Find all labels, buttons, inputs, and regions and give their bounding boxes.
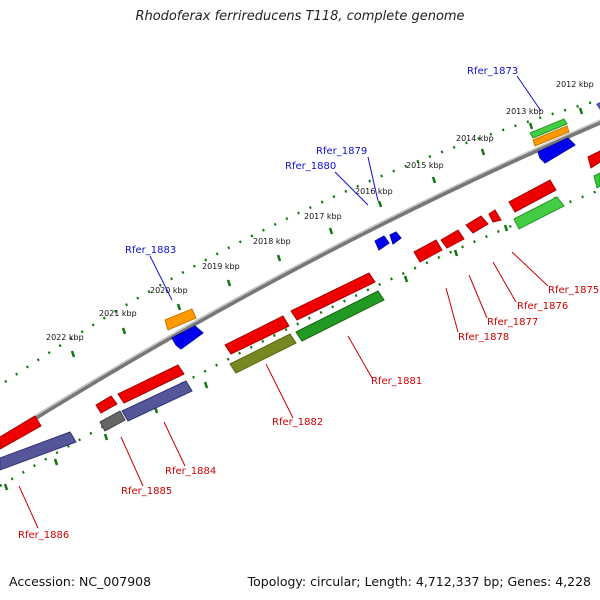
gene-block[interactable] bbox=[224, 315, 290, 355]
gene-block[interactable] bbox=[164, 308, 197, 331]
topology-summary: Topology: circular; Length: 4,712,337 bp… bbox=[247, 574, 591, 589]
gene-block[interactable] bbox=[465, 215, 489, 234]
gene-block[interactable] bbox=[374, 235, 390, 251]
kbp-label: 2020 kbp bbox=[150, 286, 188, 295]
gene-block[interactable] bbox=[513, 196, 565, 230]
gene-block[interactable] bbox=[532, 125, 570, 147]
scale-track-outer bbox=[4, 98, 600, 384]
kbp-label: 2013 kbp bbox=[506, 107, 544, 116]
gene-block[interactable] bbox=[295, 290, 385, 342]
gene-block[interactable] bbox=[587, 150, 600, 169]
gene-label[interactable]: Rfer_1884 bbox=[165, 466, 216, 477]
gene-block[interactable] bbox=[0, 415, 42, 450]
leader-lines-top bbox=[149, 75, 542, 301]
kbp-label: 2016 kbp bbox=[355, 187, 393, 196]
gene-block[interactable] bbox=[121, 380, 193, 422]
gene-labels-top: Rfer_1873 Rfer_1879 Rfer_1880 Rfer_1883 bbox=[125, 66, 518, 256]
gene-block[interactable] bbox=[0, 431, 77, 471]
kbp-label: 2019 kbp bbox=[202, 262, 240, 271]
gene-block[interactable] bbox=[508, 179, 557, 213]
gene-block[interactable] bbox=[413, 239, 443, 263]
gene-block[interactable] bbox=[389, 231, 402, 245]
accession-text: Accession: NC_007908 bbox=[9, 574, 152, 589]
gene-block[interactable] bbox=[593, 172, 600, 189]
kbp-label: 2018 kbp bbox=[253, 237, 291, 246]
gene-label[interactable]: Rfer_1875 bbox=[548, 285, 599, 296]
major-ticks bbox=[70, 107, 584, 358]
map-title: Rhodoferax ferrireducens T118, complete … bbox=[135, 9, 465, 24]
genome-backbone bbox=[0, 119, 600, 443]
gene-label[interactable]: Rfer_1878 bbox=[458, 332, 509, 343]
gene-block[interactable] bbox=[229, 333, 297, 374]
gene-block[interactable] bbox=[99, 410, 126, 432]
gene-label[interactable]: Rfer_1885 bbox=[121, 486, 172, 497]
genes-middle bbox=[0, 150, 600, 471]
gene-label[interactable]: Rfer_1879 bbox=[316, 146, 367, 157]
kbp-label: 2021 kbp bbox=[99, 309, 137, 318]
gene-label[interactable]: Rfer_1876 bbox=[517, 301, 568, 312]
gene-label[interactable]: Rfer_1881 bbox=[371, 376, 422, 387]
gene-block[interactable] bbox=[95, 395, 118, 414]
kbp-label: 2012 kbp bbox=[556, 80, 594, 89]
gene-block[interactable] bbox=[290, 272, 376, 321]
kbp-label: 2015 kbp bbox=[406, 161, 444, 170]
gene-block[interactable] bbox=[529, 118, 568, 139]
kbp-label: 2014 kbp bbox=[456, 134, 494, 143]
leader-lines-bottom bbox=[18, 251, 549, 529]
gene-block[interactable] bbox=[488, 209, 502, 223]
gene-block[interactable] bbox=[171, 325, 204, 350]
gene-label[interactable]: Rfer_1883 bbox=[125, 245, 176, 256]
gene-block[interactable] bbox=[537, 137, 576, 164]
gene-label[interactable]: Rfer_1886 bbox=[18, 530, 69, 541]
gene-label[interactable]: Rfer_1877 bbox=[487, 317, 538, 328]
gene-block[interactable] bbox=[117, 364, 185, 404]
gene-labels-bottom: Rfer_1875 Rfer_1876 Rfer_1877 Rfer_1878 … bbox=[18, 285, 599, 541]
gene-block[interactable] bbox=[440, 229, 465, 249]
kbp-label: 2022 kbp bbox=[46, 333, 84, 342]
gene-label[interactable]: Rfer_1880 bbox=[285, 161, 336, 172]
genes-forward bbox=[164, 102, 600, 350]
gene-label[interactable]: Rfer_1882 bbox=[272, 417, 323, 428]
gene-block[interactable] bbox=[596, 102, 600, 110]
genome-backbone-highlight bbox=[0, 119, 600, 439]
gene-label[interactable]: Rfer_1873 bbox=[467, 66, 518, 77]
scale-labels: 2012 kbp 2013 kbp 2014 kbp 2015 kbp 2016… bbox=[46, 80, 594, 342]
kbp-label: 2017 kbp bbox=[304, 212, 342, 221]
